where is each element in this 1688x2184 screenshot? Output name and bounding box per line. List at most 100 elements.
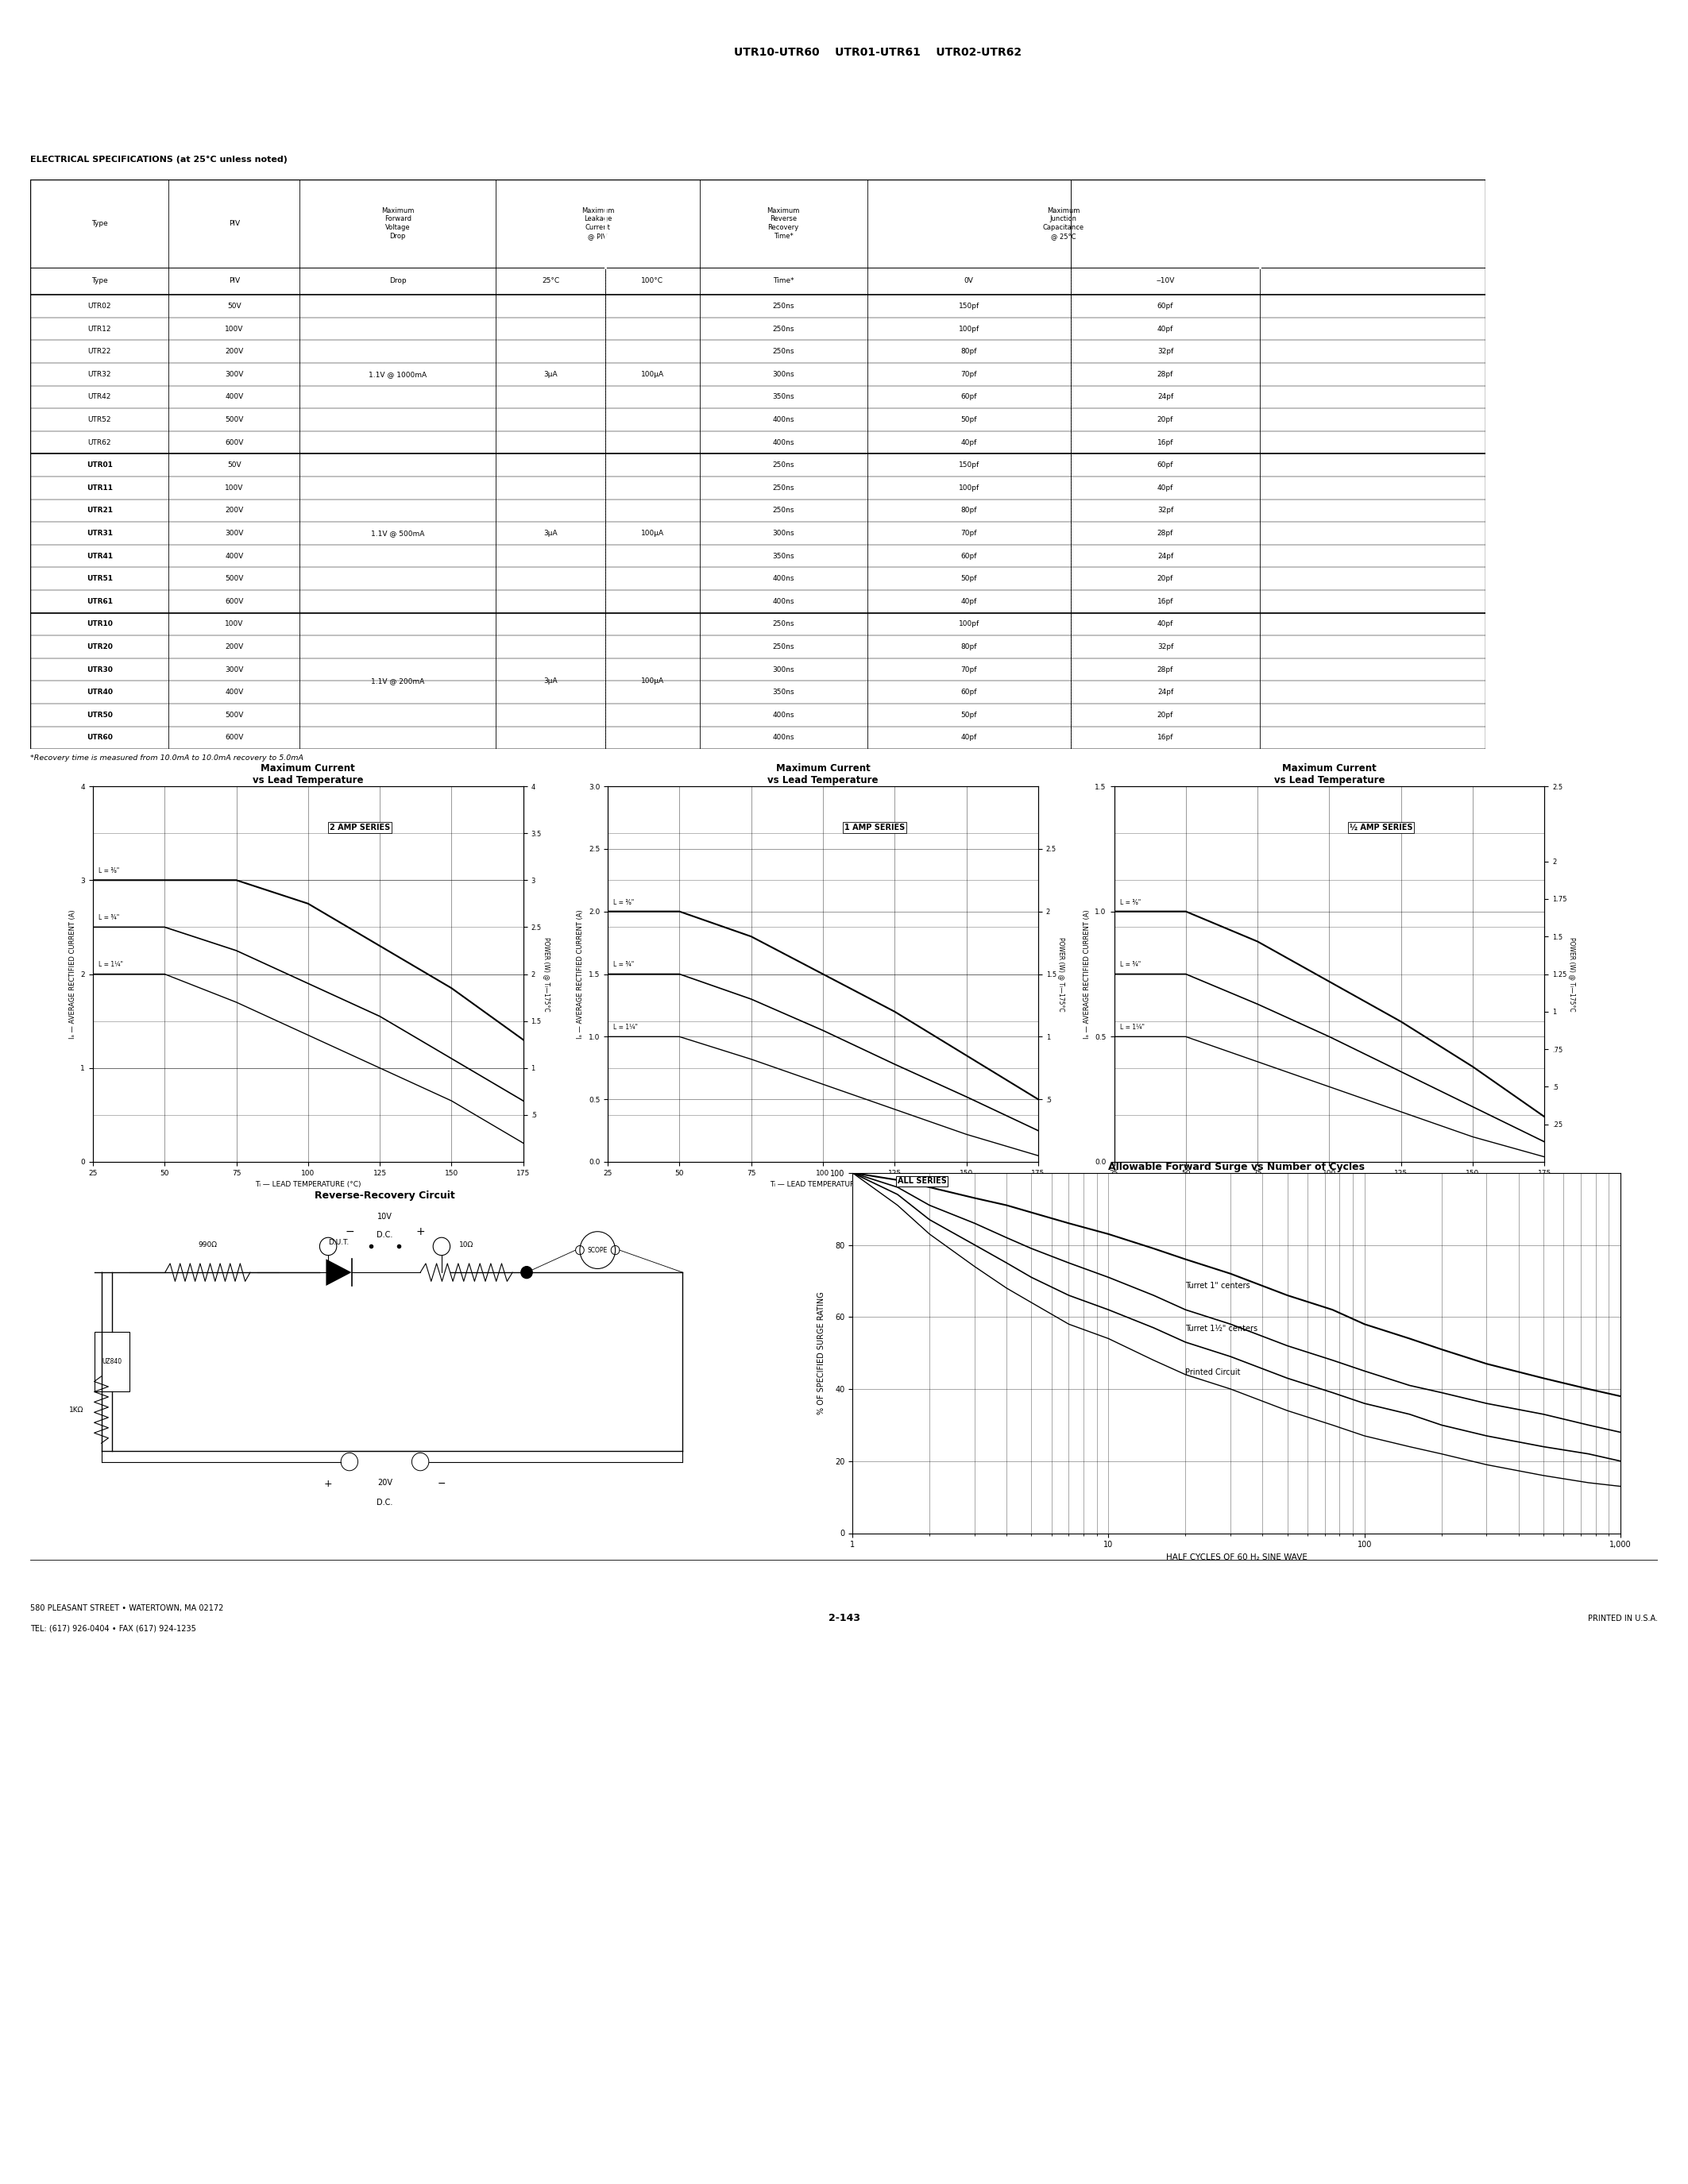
Text: PIV: PIV xyxy=(228,277,240,284)
Text: 300ns: 300ns xyxy=(773,531,795,537)
Y-axis label: Iₐ — AVERAGE RECTIFIED CURRENT (A): Iₐ — AVERAGE RECTIFIED CURRENT (A) xyxy=(69,909,76,1040)
Text: 990Ω: 990Ω xyxy=(197,1241,218,1249)
Y-axis label: % OF SPECIFIED SURGE RATING: % OF SPECIFIED SURGE RATING xyxy=(817,1291,825,1415)
Text: 40pf: 40pf xyxy=(1158,620,1173,627)
Text: 0V: 0V xyxy=(964,277,974,284)
Text: 150pf: 150pf xyxy=(959,304,979,310)
Text: 400ns: 400ns xyxy=(773,712,795,719)
Text: UTR40: UTR40 xyxy=(86,688,113,697)
Text: Maximum
Forward
Voltage
Drop: Maximum Forward Voltage Drop xyxy=(381,207,414,240)
Text: 3μA: 3μA xyxy=(544,371,557,378)
Text: 40pf: 40pf xyxy=(960,734,977,740)
Text: 24pf: 24pf xyxy=(1158,393,1173,400)
Text: 16pf: 16pf xyxy=(1158,598,1173,605)
Text: 50pf: 50pf xyxy=(960,712,977,719)
Text: UTR42: UTR42 xyxy=(88,393,111,400)
Text: 580 PLEASANT STREET • WATERTOWN, MA 02172: 580 PLEASANT STREET • WATERTOWN, MA 0217… xyxy=(30,1603,225,1612)
Text: 10Ω: 10Ω xyxy=(459,1241,474,1249)
Text: 400V: 400V xyxy=(225,553,243,559)
Title: Maximum Current
vs Lead Temperature: Maximum Current vs Lead Temperature xyxy=(1274,762,1384,786)
Title: Maximum Current
vs Lead Temperature: Maximum Current vs Lead Temperature xyxy=(768,762,878,786)
Text: 400ns: 400ns xyxy=(773,574,795,583)
Circle shape xyxy=(522,1267,532,1278)
Text: 200V: 200V xyxy=(225,507,243,513)
X-axis label: Tₗ — LEAD TEMPERATURE (°C): Tₗ — LEAD TEMPERATURE (°C) xyxy=(1276,1182,1382,1188)
Text: 70pf: 70pf xyxy=(960,371,977,378)
Text: 60pf: 60pf xyxy=(960,393,977,400)
Text: L = ⅜": L = ⅜" xyxy=(1119,898,1141,906)
Text: 100μA: 100μA xyxy=(641,531,663,537)
Text: 3μA: 3μA xyxy=(544,531,557,537)
Text: 300ns: 300ns xyxy=(773,371,795,378)
Text: L = 1¼": L = 1¼" xyxy=(1119,1024,1144,1031)
Text: 2-143: 2-143 xyxy=(829,1614,859,1623)
Text: Drop: Drop xyxy=(390,277,407,284)
Text: UTR41: UTR41 xyxy=(86,553,113,559)
Text: L = 1¼": L = 1¼" xyxy=(613,1024,638,1031)
Text: 1.1V @ 200mA: 1.1V @ 200mA xyxy=(371,677,424,684)
Text: 28pf: 28pf xyxy=(1158,371,1173,378)
Text: Turret 1" centers: Turret 1" centers xyxy=(1185,1282,1251,1291)
Text: PIV: PIV xyxy=(228,221,240,227)
Text: 28pf: 28pf xyxy=(1158,531,1173,537)
Title: Allowable Forward Surge vs Number of Cycles: Allowable Forward Surge vs Number of Cyc… xyxy=(1107,1162,1364,1173)
Text: 250ns: 250ns xyxy=(773,507,795,513)
Text: UTR51: UTR51 xyxy=(86,574,113,583)
Text: L = ¾": L = ¾" xyxy=(613,961,635,968)
Text: 300ns: 300ns xyxy=(773,666,795,673)
Text: Maximum
Leakage
Current
@ PIV: Maximum Leakage Current @ PIV xyxy=(581,207,614,240)
Text: 350ns: 350ns xyxy=(773,393,795,400)
Text: 400ns: 400ns xyxy=(773,598,795,605)
Text: ELECTRICAL SPECIFICATIONS (at 25°C unless noted): ELECTRICAL SPECIFICATIONS (at 25°C unles… xyxy=(30,155,287,164)
Text: 3μA: 3μA xyxy=(544,677,557,684)
Text: 600V: 600V xyxy=(225,734,243,740)
Text: 24pf: 24pf xyxy=(1158,688,1173,697)
Bar xyxy=(95,1332,130,1391)
Y-axis label: Iₐ — AVERAGE RECTIFIED CURRENT (A): Iₐ — AVERAGE RECTIFIED CURRENT (A) xyxy=(577,909,584,1040)
Text: UTR31: UTR31 xyxy=(86,531,113,537)
Text: 200V: 200V xyxy=(225,644,243,651)
Y-axis label: POWER (W) @ Tₗ—175°C: POWER (W) @ Tₗ—175°C xyxy=(544,937,550,1011)
Text: Time*: Time* xyxy=(773,277,793,284)
Text: 100°C: 100°C xyxy=(641,277,663,284)
Text: UTR01: UTR01 xyxy=(86,461,113,470)
Text: 32pf: 32pf xyxy=(1158,507,1173,513)
Text: 250ns: 250ns xyxy=(773,485,795,491)
Text: 600V: 600V xyxy=(225,439,243,446)
Text: 100V: 100V xyxy=(225,325,243,332)
Text: TEL: (617) 926-0404 • FAX (617) 924-1235: TEL: (617) 926-0404 • FAX (617) 924-1235 xyxy=(30,1625,196,1634)
Text: L = ¾": L = ¾" xyxy=(1119,961,1141,968)
Text: L = 1¼": L = 1¼" xyxy=(98,961,123,968)
Text: −: − xyxy=(344,1225,354,1236)
Text: 24pf: 24pf xyxy=(1158,553,1173,559)
Text: UTR10: UTR10 xyxy=(86,620,113,627)
Text: 25°C: 25°C xyxy=(542,277,559,284)
Text: 100pf: 100pf xyxy=(959,325,979,332)
Text: 1.1V @ 500mA: 1.1V @ 500mA xyxy=(371,531,425,537)
Text: 16pf: 16pf xyxy=(1158,439,1173,446)
Text: 50V: 50V xyxy=(228,461,241,470)
Text: −: − xyxy=(437,1479,446,1489)
Text: 40pf: 40pf xyxy=(960,598,977,605)
Text: 500V: 500V xyxy=(225,574,243,583)
Text: 70pf: 70pf xyxy=(960,666,977,673)
Text: UTR21: UTR21 xyxy=(86,507,113,513)
Text: 300V: 300V xyxy=(225,371,243,378)
X-axis label: HALF CYCLES OF 60 H₂ SINE WAVE: HALF CYCLES OF 60 H₂ SINE WAVE xyxy=(1166,1553,1307,1562)
Text: PRINTED IN U.S.A.: PRINTED IN U.S.A. xyxy=(1588,1614,1658,1623)
Text: 100V: 100V xyxy=(225,485,243,491)
Polygon shape xyxy=(326,1258,351,1286)
Text: 600V: 600V xyxy=(225,598,243,605)
Text: 350ns: 350ns xyxy=(773,553,795,559)
Text: 250ns: 250ns xyxy=(773,325,795,332)
Text: 300V: 300V xyxy=(225,531,243,537)
Text: Type: Type xyxy=(91,221,108,227)
Text: 40pf: 40pf xyxy=(1158,325,1173,332)
Text: 200V: 200V xyxy=(225,347,243,356)
Text: 250ns: 250ns xyxy=(773,461,795,470)
Text: D.C.: D.C. xyxy=(376,1232,393,1238)
Text: 20pf: 20pf xyxy=(1158,712,1173,719)
Text: 50V: 50V xyxy=(228,304,241,310)
Text: UTR30: UTR30 xyxy=(86,666,113,673)
Text: 20V: 20V xyxy=(378,1479,392,1487)
